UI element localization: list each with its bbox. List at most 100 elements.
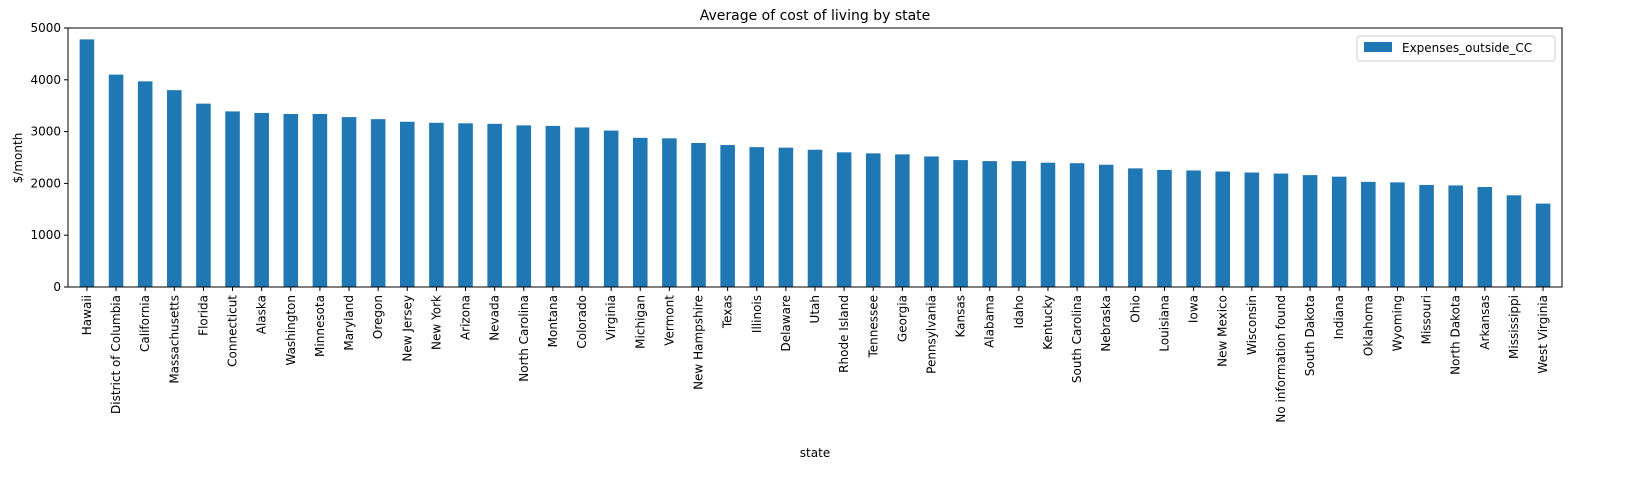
x-tick-label: Arkansas bbox=[1478, 295, 1492, 350]
x-tick-label: Nebraska bbox=[1099, 295, 1113, 352]
bar-new-jersey bbox=[400, 121, 415, 287]
x-tick-label: Delaware bbox=[779, 295, 793, 352]
y-axis: 0 1000 2000 3000 4000 5000 bbox=[30, 21, 68, 294]
legend-label: Expenses_outside_CC bbox=[1402, 41, 1532, 55]
x-tick-label: Alabama bbox=[983, 295, 997, 348]
bar-no-information-found bbox=[1273, 173, 1289, 287]
x-tick-label: Vermont bbox=[662, 295, 676, 346]
x-tick-label: Kentucky bbox=[1041, 295, 1055, 350]
x-tick-label: Ohio bbox=[1128, 295, 1142, 323]
x-tick-label: New Jersey bbox=[400, 295, 414, 362]
bar-oklahoma bbox=[1361, 181, 1376, 287]
x-tick-label: Louisiana bbox=[1157, 295, 1171, 352]
x-tick-label: South Dakota bbox=[1303, 295, 1317, 376]
x-tick-label: Hawaii bbox=[80, 295, 94, 335]
bar-utah bbox=[807, 149, 823, 287]
x-tick-label: Rhode Island bbox=[837, 295, 851, 373]
x-tick-label: Mississippi bbox=[1507, 295, 1521, 359]
x-tick-label: Nevada bbox=[488, 295, 502, 341]
x-tick-label: Wyoming bbox=[1390, 295, 1404, 351]
bar-connecticut bbox=[225, 111, 240, 288]
y-tick-label: 3000 bbox=[30, 125, 61, 139]
bar-new-mexico bbox=[1215, 171, 1230, 287]
x-tick-label: No information found bbox=[1274, 295, 1288, 423]
bar-iowa bbox=[1186, 170, 1201, 287]
x-tick-label: Iowa bbox=[1187, 295, 1201, 323]
bar-south-carolina bbox=[1069, 163, 1085, 287]
legend-frame bbox=[1356, 35, 1556, 62]
bar-delaware bbox=[778, 147, 794, 287]
bar-west-virginia bbox=[1535, 203, 1551, 287]
x-tick-label: New Mexico bbox=[1216, 295, 1230, 367]
x-tick-label: Michigan bbox=[633, 295, 647, 349]
bar-new-york bbox=[429, 122, 444, 287]
bar-oregon bbox=[370, 119, 386, 287]
x-tick-label: North Dakota bbox=[1449, 295, 1463, 375]
bar-wyoming bbox=[1390, 182, 1405, 287]
x-tick-label: Georgia bbox=[895, 295, 909, 342]
x-tick-label: District of Columbia bbox=[109, 295, 123, 414]
bar-idaho bbox=[1011, 161, 1027, 287]
bar-maryland bbox=[341, 117, 357, 287]
bar-indiana bbox=[1331, 176, 1347, 287]
bar-alaska bbox=[254, 112, 269, 287]
x-tick-label: Maryland bbox=[342, 295, 356, 351]
bar-arizona bbox=[458, 123, 473, 287]
x-tick-label: Connecticut bbox=[226, 295, 240, 367]
bar-north-dakota bbox=[1448, 185, 1463, 287]
y-tick-label: 0 bbox=[53, 280, 61, 294]
bar-nebraska bbox=[1098, 164, 1114, 287]
bar-tennessee bbox=[865, 153, 881, 287]
x-tick-label: Alaska bbox=[255, 295, 269, 334]
bar-texas bbox=[720, 145, 735, 287]
bar-ohio bbox=[1128, 168, 1143, 287]
bar-illinois bbox=[749, 147, 765, 287]
x-tick-label: West Virginia bbox=[1536, 295, 1550, 374]
bar-kentucky bbox=[1040, 162, 1056, 287]
x-tick-label: Florida bbox=[196, 295, 210, 336]
chart-title: Average of cost of living by state bbox=[700, 8, 931, 24]
x-tick-label: South Carolina bbox=[1070, 295, 1084, 383]
bar-mississippi bbox=[1506, 195, 1522, 287]
x-tick-label: Arizona bbox=[459, 295, 473, 340]
bar-massachusetts bbox=[167, 90, 182, 287]
bar-wisconsin bbox=[1244, 172, 1260, 287]
x-axis-label: state bbox=[800, 446, 830, 460]
bar-missouri bbox=[1419, 184, 1434, 287]
bar-vermont bbox=[662, 138, 677, 287]
bar-virginia bbox=[603, 130, 619, 287]
legend: Expenses_outside_CC bbox=[1356, 35, 1556, 62]
y-tick-label: 1000 bbox=[30, 228, 61, 242]
bar-minnesota bbox=[312, 113, 328, 288]
x-tick-label: New Hampshire bbox=[692, 295, 706, 390]
bar-arkansas bbox=[1477, 187, 1493, 287]
bar-north-carolina bbox=[516, 125, 532, 287]
bar-florida bbox=[196, 103, 211, 287]
x-tick-label: Minnesota bbox=[313, 295, 327, 357]
plot-frame bbox=[67, 27, 1563, 288]
bar-michigan bbox=[632, 137, 648, 287]
bar-alabama bbox=[982, 161, 998, 287]
y-tick-label: 2000 bbox=[30, 176, 61, 190]
bar-south-dakota bbox=[1302, 175, 1318, 287]
bar-rhode-island bbox=[836, 152, 852, 287]
x-tick-label: Virginia bbox=[604, 295, 618, 340]
x-tick-label: California bbox=[138, 295, 152, 352]
bar-california bbox=[137, 81, 153, 287]
x-tick-label: Tennessee bbox=[866, 295, 880, 359]
x-tick-label: Montana bbox=[546, 295, 560, 347]
x-tick-label: New York bbox=[429, 295, 443, 350]
bar-hawaii bbox=[79, 39, 95, 288]
x-axis: Hawaii District of Columbia California Mass… bbox=[80, 287, 1550, 423]
bar-kansas bbox=[953, 160, 968, 287]
x-tick-label: Oregon bbox=[371, 295, 385, 339]
x-tick-label: Idaho bbox=[1012, 295, 1026, 328]
x-tick-label: Indiana bbox=[1332, 295, 1346, 339]
bar-nevada bbox=[487, 123, 502, 287]
bar-montana bbox=[545, 125, 561, 288]
legend-swatch bbox=[1364, 42, 1392, 52]
bar-washington bbox=[283, 113, 299, 288]
x-tick-label: Missouri bbox=[1420, 295, 1434, 344]
bar-louisiana bbox=[1157, 169, 1172, 287]
